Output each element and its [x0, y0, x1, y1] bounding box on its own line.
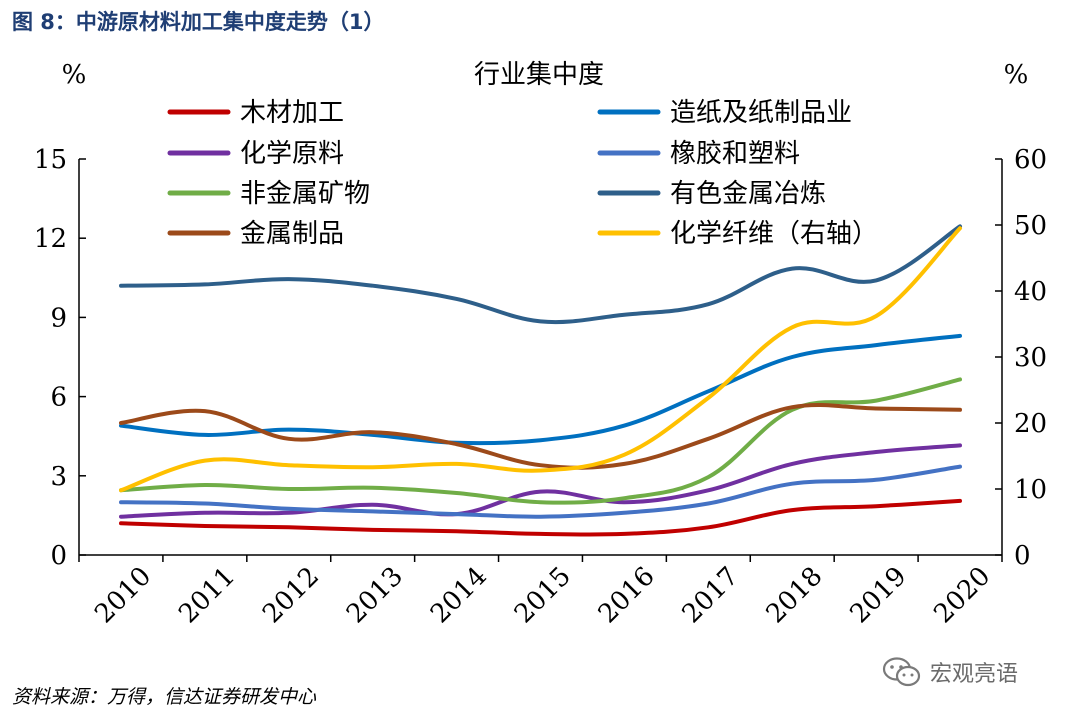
series-line-3 — [119, 443, 962, 519]
legend-label: 木材加工 — [240, 98, 344, 128]
series-line-7 — [119, 402, 962, 470]
y-right-tick-label: 30 — [1014, 343, 1047, 373]
wechat-icon — [882, 657, 921, 687]
y-left-tick-label: 15 — [34, 145, 67, 175]
legend-label: 造纸及纸制品业 — [670, 98, 852, 128]
x-tick-label: 2014 — [425, 561, 493, 629]
x-tick-label: 2010 — [89, 561, 157, 629]
legend-label: 非金属矿物 — [240, 179, 370, 209]
legend-label: 有色金属冶炼 — [670, 179, 826, 209]
source-note: 资料来源：万得，信达证券研发中心 — [12, 686, 317, 708]
legend-label: 化学纤维（右轴） — [670, 219, 878, 249]
x-tick-label: 2013 — [341, 561, 409, 629]
series-line-5 — [119, 377, 962, 505]
y-right-tick-label: 60 — [1014, 145, 1047, 175]
x-tick-label: 2019 — [844, 561, 912, 629]
x-tick-label: 2015 — [509, 561, 577, 629]
series-line-8 — [119, 226, 962, 493]
y-left-tick-label: 6 — [50, 383, 67, 413]
y-right-tick-label: 50 — [1014, 211, 1047, 241]
watermark: 宏观亮语 — [882, 656, 1018, 688]
figure-title: 图 8：中游原材料加工集中度走势（1） — [12, 10, 385, 34]
legend-label: 金属制品 — [240, 219, 344, 249]
y-left-tick-label: 12 — [34, 224, 67, 254]
series-line-1 — [119, 498, 962, 537]
x-tick-label: 2018 — [761, 561, 829, 629]
x-tick-label: 2016 — [593, 561, 661, 629]
series-lines — [119, 224, 962, 537]
y-right-tick-label: 10 — [1014, 475, 1047, 505]
x-tick-label: 2012 — [257, 561, 325, 629]
y-right-tick-label: 0 — [1014, 541, 1031, 571]
x-tick-label: 2011 — [173, 561, 241, 629]
y-left-tick-label: 0 — [50, 541, 67, 571]
watermark-text: 宏观亮语 — [930, 662, 1019, 687]
y-right-tick-label: 40 — [1014, 277, 1047, 307]
x-tick-label: 2017 — [677, 561, 745, 629]
y-axis-right-unit: % — [1004, 60, 1029, 90]
series-line-4 — [119, 464, 962, 519]
x-tick-label: 2020 — [928, 561, 996, 629]
y-axis-left-unit: % — [62, 60, 87, 90]
series-line-6 — [119, 224, 962, 325]
legend-label: 橡胶和塑料 — [670, 139, 800, 169]
legend-label: 化学原料 — [240, 139, 344, 169]
y-left-tick-label: 9 — [50, 303, 67, 333]
series-line-2 — [119, 333, 962, 446]
chart-title: 行业集中度 — [474, 60, 604, 90]
y-left-tick-label: 3 — [50, 462, 67, 492]
y-right-tick-label: 20 — [1014, 409, 1047, 439]
